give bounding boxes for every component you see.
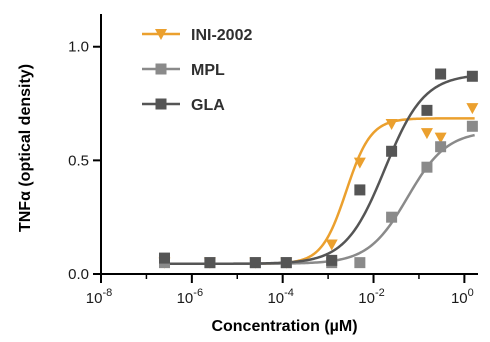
data-point — [353, 157, 366, 169]
data-point — [204, 257, 216, 269]
data-point — [435, 68, 447, 80]
y-tick-label: 1.0 — [68, 39, 89, 56]
data-point — [386, 211, 398, 223]
x-tick-label: 10-4 — [267, 287, 293, 307]
legend-label: GLA — [191, 97, 225, 114]
data-point — [435, 141, 447, 153]
data-point — [385, 119, 398, 130]
data-point — [421, 104, 433, 116]
legend-marker — [155, 29, 167, 40]
data-point — [280, 257, 292, 269]
data-point — [434, 132, 447, 144]
data-point — [158, 252, 170, 264]
x-axis-ticks: 10-8 10-6 10-4 10-2 100 — [86, 274, 474, 307]
y-tick-label: 0.0 — [68, 266, 89, 283]
data-point — [386, 145, 398, 157]
axes — [100, 14, 478, 275]
legend-label: MPL — [191, 62, 225, 79]
data-point — [420, 128, 433, 140]
legend-label: INI-2002 — [191, 27, 252, 44]
x-tick-label: 100 — [451, 287, 474, 307]
legend: INI-2002 MPL GLA — [142, 27, 252, 114]
legend-marker — [155, 98, 167, 110]
x-tick-label: 10-2 — [358, 287, 384, 307]
y-axis-ticks: 0.0 0.5 1.0 — [68, 39, 101, 283]
x-axis-title: Concentration (µM) — [211, 318, 357, 335]
fit-curve — [162, 117, 475, 266]
legend-marker — [155, 63, 167, 75]
y-axis-title: TNFα (optical density) — [17, 64, 34, 232]
data-point — [325, 239, 338, 251]
data-point — [326, 254, 338, 266]
data-point — [421, 161, 433, 173]
fit-curve — [162, 133, 475, 266]
y-tick-label: 0.5 — [68, 152, 89, 169]
data-point — [466, 70, 478, 82]
data-point — [249, 257, 261, 269]
x-tick-label: 10-8 — [86, 287, 112, 307]
data-points — [158, 68, 479, 269]
data-point — [354, 184, 366, 196]
data-point — [354, 257, 366, 269]
data-point — [466, 103, 479, 115]
data-point — [466, 120, 478, 132]
x-tick-label: 10-6 — [177, 287, 203, 307]
